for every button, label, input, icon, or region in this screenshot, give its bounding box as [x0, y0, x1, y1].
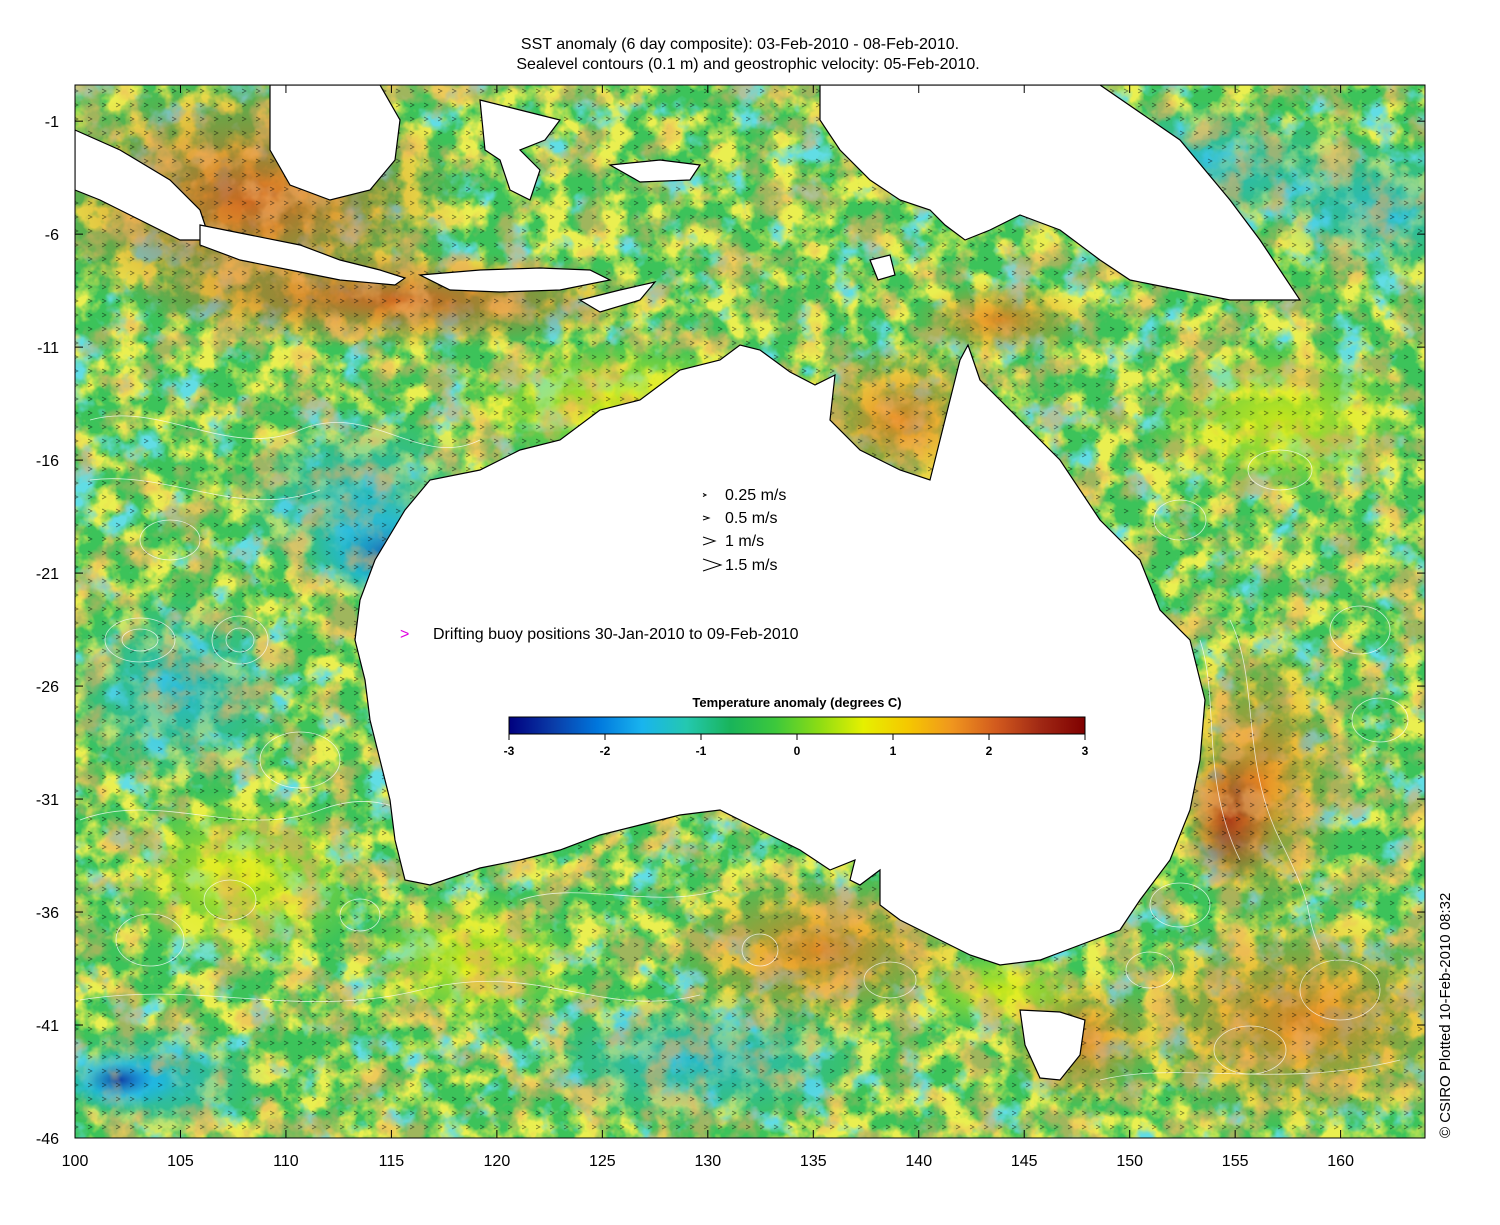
- colorbar-gradient: [508, 716, 1086, 735]
- colorbar-tick-label: -3: [504, 744, 515, 758]
- y-tick-label: -41: [36, 1018, 59, 1035]
- land-masses: [75, 85, 1302, 1081]
- colorbar-tick-label: -1: [696, 744, 707, 758]
- y-axis: -1-6-11-16-21-26-31-36-41-46: [36, 114, 1425, 1148]
- velocity-key-label: 0.5 m/s: [725, 510, 777, 527]
- y-tick-label: -6: [45, 227, 59, 244]
- colorbar-tick-label: 0: [794, 744, 801, 758]
- x-axis: 100 105 110 115 120 125 130 135 140 145 150 155 160: [62, 85, 1354, 1170]
- y-tick-label: -1: [45, 114, 59, 131]
- colorbar-ticks: -3 -2 -1 0 1 2 3: [504, 734, 1089, 758]
- x-tick-label: 120: [484, 1153, 511, 1170]
- y-tick-label: -16: [36, 453, 59, 470]
- land-borneo: [269, 85, 401, 201]
- x-tick-label: 110: [273, 1153, 299, 1170]
- land-halmahera-seram: [608, 159, 702, 183]
- colorbar-tick-label: 3: [1082, 744, 1089, 758]
- colorbar-tick-label: 1: [890, 744, 897, 758]
- velocity-key-arrow: [702, 558, 723, 572]
- colorbar-title: Temperature anomaly (degrees C): [692, 695, 901, 710]
- x-tick-label: 105: [167, 1153, 194, 1170]
- land-tasmania: [1019, 1009, 1086, 1081]
- copyright-notice: © CSIRO Plotted 10-Feb-2010 08:32: [1437, 892, 1454, 1138]
- y-tick-label: -46: [36, 1131, 59, 1148]
- map-title-line-2: Sealevel contours (0.1 m) and geostrophi…: [516, 56, 979, 73]
- x-tick-label: 155: [1222, 1153, 1249, 1170]
- colorbar-tick-label: 2: [986, 744, 993, 758]
- y-tick-label: -31: [36, 792, 59, 809]
- velocity-key-arrow: [702, 536, 717, 546]
- land-sumatra: [75, 129, 211, 241]
- map-title-line-1: SST anomaly (6 day composite): 03-Feb-20…: [521, 36, 959, 53]
- buoy-legend-symbol: >: [400, 626, 409, 643]
- x-tick-label: 145: [1011, 1153, 1038, 1170]
- x-tick-label: 150: [1116, 1153, 1143, 1170]
- plot-frame: [74, 84, 1426, 1139]
- sst-anomaly-field: [75, 85, 1425, 1138]
- land-australia: [354, 343, 1206, 966]
- y-tick-label: -26: [36, 679, 59, 696]
- velocity-key-label: 1.5 m/s: [725, 557, 777, 574]
- land-sulawesi: [479, 99, 562, 201]
- x-tick-label: 140: [905, 1153, 932, 1170]
- land-java: [199, 224, 407, 286]
- velocity-key: 0.25 m/s 0.5 m/s 1 m/s 1.5 m/s: [702, 487, 786, 574]
- x-tick-label: 115: [379, 1153, 405, 1170]
- velocity-key-arrow: [702, 493, 708, 497]
- y-tick-label: -11: [37, 340, 59, 357]
- land-cape-york-islands: [869, 254, 896, 281]
- x-tick-label: 100: [62, 1153, 89, 1170]
- land-new-guinea: [819, 85, 1302, 301]
- land-nusa-tenggara: [417, 267, 612, 293]
- buoy-legend-label: Drifting buoy positions 30-Jan-2010 to 0…: [433, 626, 799, 643]
- temperature-colorbar: Temperature anomaly (degrees C) -3 -2 -1 0 1…: [504, 695, 1089, 758]
- buoy-legend: > Drifting buoy positions 30-Jan-2010 to…: [400, 626, 799, 643]
- x-tick-label: 160: [1327, 1153, 1354, 1170]
- velocity-key-arrow: [702, 515, 711, 521]
- x-tick-label: 130: [694, 1153, 721, 1170]
- y-tick-label: -36: [36, 905, 59, 922]
- sea-level-contours: [79, 415, 1409, 1081]
- land-timor: [578, 281, 657, 313]
- velocity-key-label: 0.25 m/s: [725, 487, 786, 504]
- velocity-key-label: 1 m/s: [725, 533, 764, 550]
- x-tick-label: 125: [589, 1153, 616, 1170]
- x-tick-label: 135: [800, 1153, 827, 1170]
- colorbar-tick-label: -2: [600, 744, 611, 758]
- y-tick-label: -21: [36, 566, 59, 583]
